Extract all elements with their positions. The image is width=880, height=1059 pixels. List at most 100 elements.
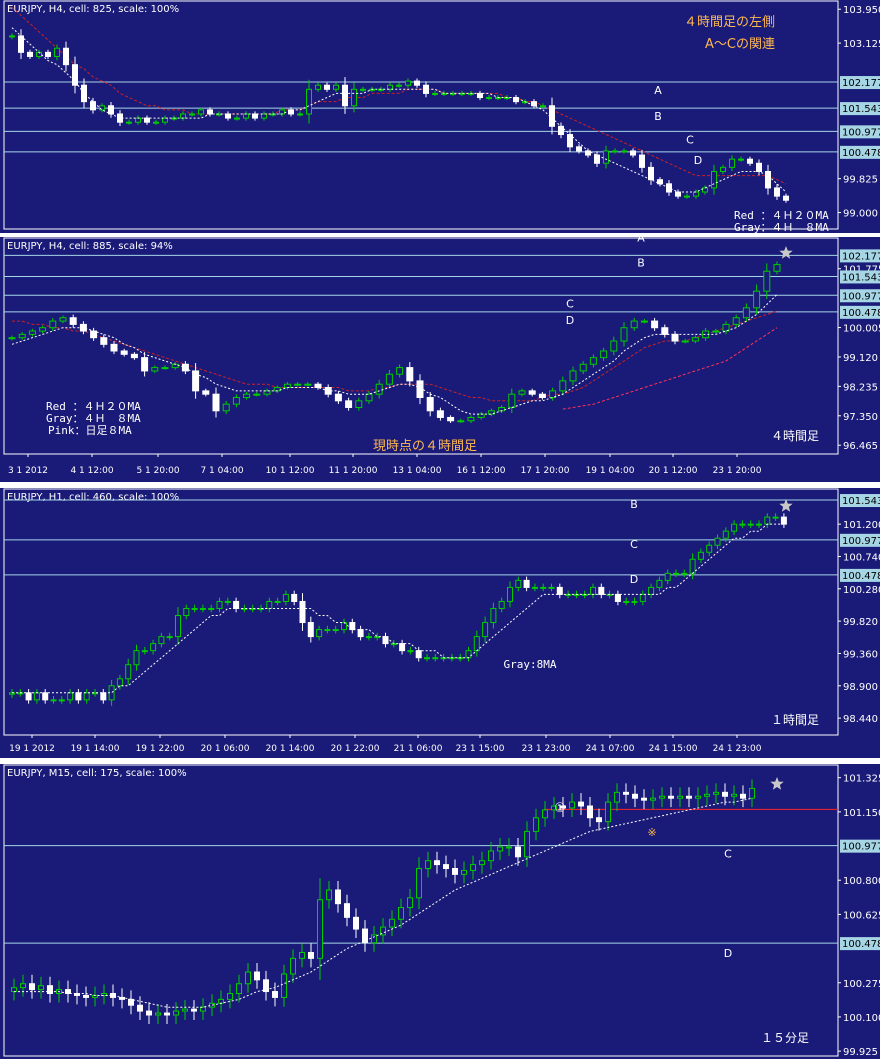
- y-tick-label: 101.150: [843, 808, 880, 819]
- candle-bull: [216, 600, 223, 609]
- y-tick-label: 101.543: [842, 272, 880, 283]
- plot-frame: [3, 488, 839, 736]
- candle-bull: [589, 357, 597, 365]
- candle-bull: [161, 367, 169, 370]
- y-tick-label: 100.478: [842, 571, 880, 582]
- y-tick-label: 100.478: [842, 939, 880, 950]
- candle-bear: [45, 51, 51, 57]
- y-tick-label: 100.977: [842, 842, 880, 853]
- candle-bull: [58, 699, 65, 702]
- candle-bull: [640, 320, 648, 323]
- candle-bear: [567, 134, 573, 148]
- candle-bull: [341, 622, 347, 631]
- level-label-C: C: [724, 848, 732, 861]
- y-tick-label: 101.325: [843, 774, 880, 785]
- candle-bull: [304, 383, 312, 386]
- candle-bear: [288, 109, 294, 115]
- candle-bull: [290, 957, 296, 975]
- candle-bear: [452, 868, 458, 875]
- candle-bear: [531, 101, 537, 107]
- candle-bull: [199, 607, 206, 610]
- candle-bull: [459, 92, 465, 95]
- x-tick-label: 24 1 23:00: [713, 744, 762, 754]
- candle-bear: [47, 985, 53, 995]
- candle-bull: [540, 586, 547, 589]
- level-label-A: A: [637, 237, 645, 244]
- candle-bull: [389, 918, 395, 928]
- candle-bull: [28, 330, 36, 335]
- candle-bear: [345, 400, 353, 408]
- candle-bull: [135, 117, 141, 123]
- candle-bull: [332, 629, 339, 632]
- candle-bull: [385, 373, 393, 385]
- candle-bull: [614, 791, 620, 803]
- candle-bull: [656, 579, 663, 588]
- candle-bull: [579, 363, 587, 372]
- candle-bull: [753, 290, 761, 309]
- candle-bull: [722, 323, 730, 332]
- candle-bull: [772, 516, 779, 519]
- candle-bull: [747, 523, 754, 526]
- candle-bull: [697, 551, 704, 560]
- candle-bear: [436, 410, 444, 418]
- candle-bull: [261, 113, 267, 119]
- candle-bull: [639, 593, 646, 602]
- candle-bull: [738, 158, 744, 161]
- candle-bear: [362, 928, 368, 944]
- candle-bear: [632, 793, 638, 799]
- candle-bear: [263, 979, 269, 993]
- ma-gray-8: [11, 294, 778, 415]
- candle-bull: [722, 530, 729, 539]
- plot-frame: [3, 764, 839, 1057]
- level-label-A: A: [654, 84, 662, 97]
- price-box: [840, 102, 880, 116]
- candle-bull: [764, 516, 771, 525]
- candle-bull: [227, 993, 233, 1000]
- candle-bear: [765, 170, 771, 189]
- candle-bear: [342, 84, 348, 107]
- ma-gray-8: [14, 797, 753, 1008]
- candle-bear: [314, 383, 322, 389]
- candle-bear: [426, 397, 434, 412]
- panel-separator: [0, 233, 880, 237]
- candle-bull: [209, 1002, 215, 1008]
- candle-bull: [720, 166, 726, 172]
- candle-bull: [99, 105, 105, 111]
- candle-bear: [399, 643, 406, 652]
- y-tick-label: 97.350: [843, 412, 878, 423]
- candle-bull: [691, 337, 699, 342]
- x-tick-label: 23 1 15:00: [456, 744, 505, 754]
- candle-bull: [424, 657, 430, 660]
- candle-bull: [263, 390, 271, 395]
- candle-bull: [166, 636, 173, 639]
- candle-bear: [578, 801, 584, 807]
- candle-bull: [234, 117, 240, 120]
- x-tick-label: 10 1 12:00: [266, 466, 315, 476]
- y-tick-label: 103.950: [843, 5, 880, 16]
- candle-bull: [351, 88, 357, 107]
- candle-bull: [487, 410, 495, 415]
- level-label-C: C: [566, 297, 574, 310]
- candle-bear: [630, 150, 636, 156]
- candle-bear: [415, 650, 422, 659]
- y-tick-label: 100.977: [842, 127, 880, 138]
- candle-bull: [38, 985, 44, 991]
- candle-bull: [569, 370, 577, 382]
- candle-bull: [732, 317, 740, 325]
- annotation-text: １５分足: [761, 1031, 809, 1045]
- candle-bear: [69, 317, 77, 325]
- x-tick-label: 20 1 22:00: [331, 744, 380, 754]
- candle-bear: [299, 600, 306, 624]
- candle-bull: [125, 664, 132, 680]
- candle-bear: [137, 1004, 143, 1012]
- candle-bear: [27, 51, 33, 57]
- level-label-B: B: [630, 498, 638, 511]
- ma-red-20: [12, 310, 778, 402]
- candle-bull: [477, 413, 485, 418]
- x-tick-label: 4 1 12:00: [70, 466, 113, 476]
- candle-bull: [664, 572, 671, 581]
- annotation-text: ①: [554, 801, 566, 816]
- candle-bear: [110, 343, 118, 352]
- candle-bull: [623, 600, 630, 603]
- candle-bear: [25, 692, 32, 701]
